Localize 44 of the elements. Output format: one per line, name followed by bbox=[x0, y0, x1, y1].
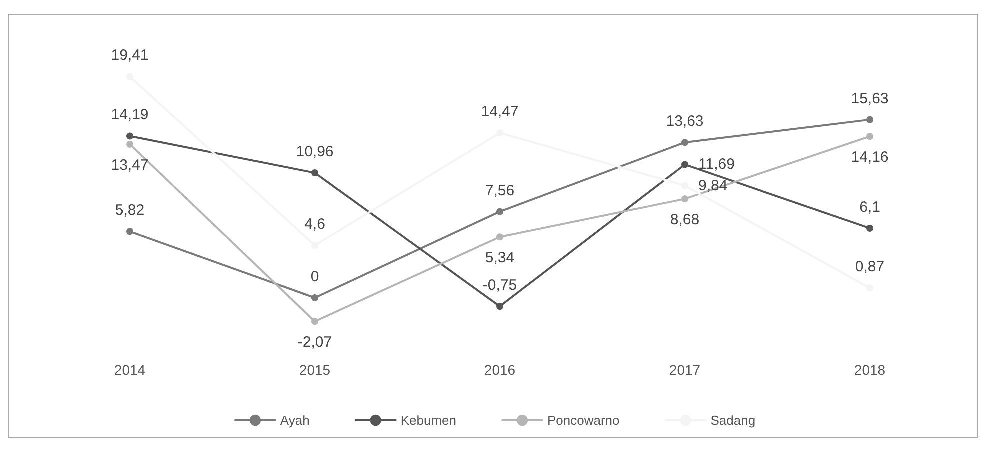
data-label: -2,07 bbox=[298, 334, 332, 352]
point bbox=[126, 140, 134, 148]
data-label: 0 bbox=[310, 268, 320, 286]
x-tick-label: 2017 bbox=[669, 362, 701, 378]
data-label: 11,69 bbox=[698, 156, 735, 174]
point bbox=[312, 318, 318, 326]
data-label: 13,63 bbox=[666, 113, 704, 130]
legend-label: Sadang bbox=[710, 413, 756, 428]
data-label: 14,47 bbox=[481, 104, 519, 121]
x-tick-label: 2016 bbox=[484, 362, 516, 378]
point bbox=[496, 208, 504, 216]
x-tick-label: 2014 bbox=[114, 362, 146, 378]
data-label: 14,16 bbox=[851, 149, 889, 166]
legend-label: Poncowarno bbox=[547, 413, 620, 428]
point bbox=[682, 139, 688, 146]
data-label: 9,84 bbox=[698, 177, 728, 194]
data-label: 14,19 bbox=[111, 106, 149, 124]
point bbox=[682, 161, 688, 168]
point bbox=[126, 132, 134, 140]
data-label: 15,63 bbox=[851, 90, 889, 108]
x-tick-label: 2015 bbox=[299, 362, 331, 378]
legend-label: Kebumen bbox=[400, 413, 456, 428]
data-label: 8,68 bbox=[670, 212, 700, 229]
x-tick-label: 2018 bbox=[854, 362, 886, 378]
point bbox=[126, 228, 134, 236]
point bbox=[496, 303, 504, 310]
point bbox=[496, 234, 504, 241]
legend-label: Ayah bbox=[280, 413, 310, 428]
point bbox=[866, 133, 874, 140]
point bbox=[682, 196, 688, 203]
data-label: 6,1 bbox=[860, 198, 880, 216]
point bbox=[312, 294, 318, 302]
point bbox=[866, 116, 874, 124]
data-label: 0,87 bbox=[855, 258, 885, 276]
data-label: 13,47 bbox=[111, 156, 149, 174]
data-label: 19,41 bbox=[111, 47, 149, 64]
point bbox=[866, 224, 874, 232]
data-label: 10,96 bbox=[296, 144, 334, 161]
data-label: -0,75 bbox=[482, 277, 518, 294]
point bbox=[312, 170, 318, 177]
data-label: 5,34 bbox=[485, 250, 515, 267]
data-label: 7,56 bbox=[485, 182, 515, 200]
data-label: 4,6 bbox=[304, 216, 326, 234]
data-label: 5,82 bbox=[115, 202, 145, 220]
